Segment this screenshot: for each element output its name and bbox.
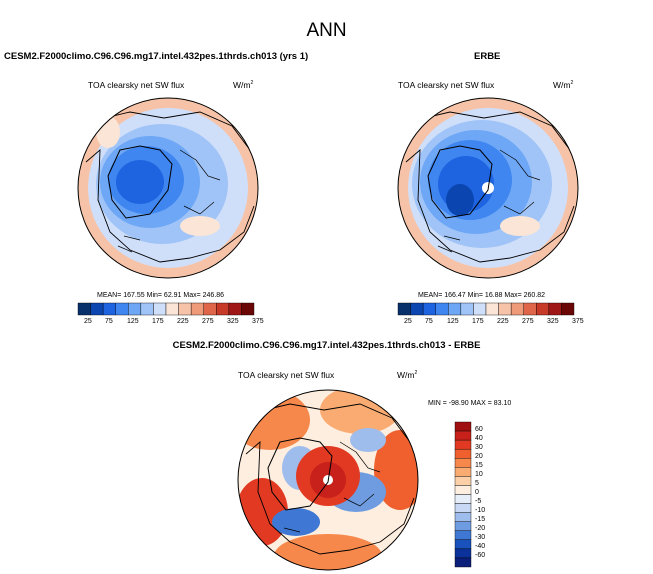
panel-3-colorbar-labels: 60 40 30 20 15 10 5 0 -5 -10 -15 -20 -30… xyxy=(475,422,499,570)
panel-3-cb-label: 20 xyxy=(475,453,483,460)
panel-2-cb-label: 225 xyxy=(497,318,509,325)
panel-2-colorbar xyxy=(397,302,575,316)
colorbar-swatch xyxy=(454,548,472,559)
panel-3-cb-label: 0 xyxy=(475,489,479,496)
panel-2-cb-label: 325 xyxy=(547,318,559,325)
colorbar-swatch xyxy=(454,421,472,432)
colorbar-swatch xyxy=(454,494,472,504)
colorbar-swatch xyxy=(454,448,472,459)
colorbar-swatch xyxy=(454,476,472,486)
panel-3-cb-label: -20 xyxy=(475,525,486,532)
panel-2-stats: MEAN= 166.47 Min= 16.88 Max= 260.82 xyxy=(418,292,546,299)
panel-3-cb-label: -5 xyxy=(475,498,482,505)
panel-1-cb-label: 175 xyxy=(152,318,164,325)
panel-1-colorbar-labels: 25 75 125 175 225 275 325 375 xyxy=(84,318,264,328)
panel-2-colorbar-labels: 25 75 125 175 225 275 325 375 xyxy=(404,318,584,328)
panel-1-cb-label: 75 xyxy=(105,318,113,325)
colorbar-swatch xyxy=(454,467,472,477)
colorbar-swatch xyxy=(241,302,255,316)
panel-2-variable: TOA clearsky net SW flux xyxy=(398,80,495,90)
colorbar-swatch xyxy=(454,530,472,541)
colorbar-swatch xyxy=(454,557,472,568)
panel-2-case-title: ERBE xyxy=(474,51,501,62)
panel-3-cb-label: 10 xyxy=(475,471,483,478)
panel-2-cb-label: 275 xyxy=(522,318,534,325)
page-title: ANN xyxy=(306,20,347,41)
panel-2-cb-label: 25 xyxy=(404,318,412,325)
panel-1-cb-label: 25 xyxy=(84,318,92,325)
panel-3-units: W/m2 xyxy=(397,370,418,380)
colorbar-swatch xyxy=(454,521,472,531)
panel-3-cb-label: -10 xyxy=(475,507,486,514)
panel-3-variable: TOA clearsky net SW flux xyxy=(238,370,335,380)
panel-1-stats: MEAN= 167.55 Min= 62.91 Max= 246.86 xyxy=(97,292,225,299)
panel-2-cb-label: 125 xyxy=(447,318,459,325)
colorbar-swatch xyxy=(454,430,472,441)
panel-1-colorbar xyxy=(77,302,255,316)
panel-1-cb-label: 375 xyxy=(252,318,264,325)
colorbar-swatch xyxy=(561,302,575,316)
panel-2-units: W/m2 xyxy=(553,80,574,90)
panel-3-colorbar xyxy=(454,421,472,568)
panel-1-cb-label: 125 xyxy=(127,318,139,325)
panel-2-cb-label: 75 xyxy=(425,318,433,325)
colorbar-swatch xyxy=(454,439,472,450)
colorbar-swatch xyxy=(454,458,472,468)
panel-2-cb-label: 375 xyxy=(572,318,584,325)
panel-3-cb-label: 60 xyxy=(475,426,483,433)
panel-3-cb-label: 15 xyxy=(475,462,483,469)
panel-3-cb-label: 30 xyxy=(475,444,483,451)
panel-1-variable: TOA clearsky net SW flux xyxy=(88,80,185,90)
colorbar-swatch xyxy=(454,485,472,495)
colorbar-swatch xyxy=(454,503,472,513)
panel-1-units: W/m2 xyxy=(233,80,254,90)
panel-3-cb-label: -15 xyxy=(475,516,486,523)
panel-3-cb-label: 5 xyxy=(475,480,479,487)
colorbar-swatch xyxy=(454,512,472,522)
panel-3-case-title: CESM2.F2000climo.C96.C96.mg17.intel.432p… xyxy=(172,340,481,351)
panel-3-cb-label: 40 xyxy=(475,435,483,442)
panel-1-cb-label: 325 xyxy=(227,318,239,325)
panel-2-cb-label: 175 xyxy=(472,318,484,325)
panel-3-cb-label: -60 xyxy=(475,552,486,559)
panel-3-cb-label: -40 xyxy=(475,543,486,550)
panel-1-case-title: CESM2.F2000climo.C96.C96.mg17.intel.432p… xyxy=(4,51,309,62)
colorbar-swatch xyxy=(454,539,472,550)
panel-3-cb-label: -30 xyxy=(475,534,486,541)
panel-1-cb-label: 225 xyxy=(177,318,189,325)
panel-1-cb-label: 275 xyxy=(202,318,214,325)
panel-3-stats: MIN = -98.90 MAX = 83.10 xyxy=(428,400,512,407)
